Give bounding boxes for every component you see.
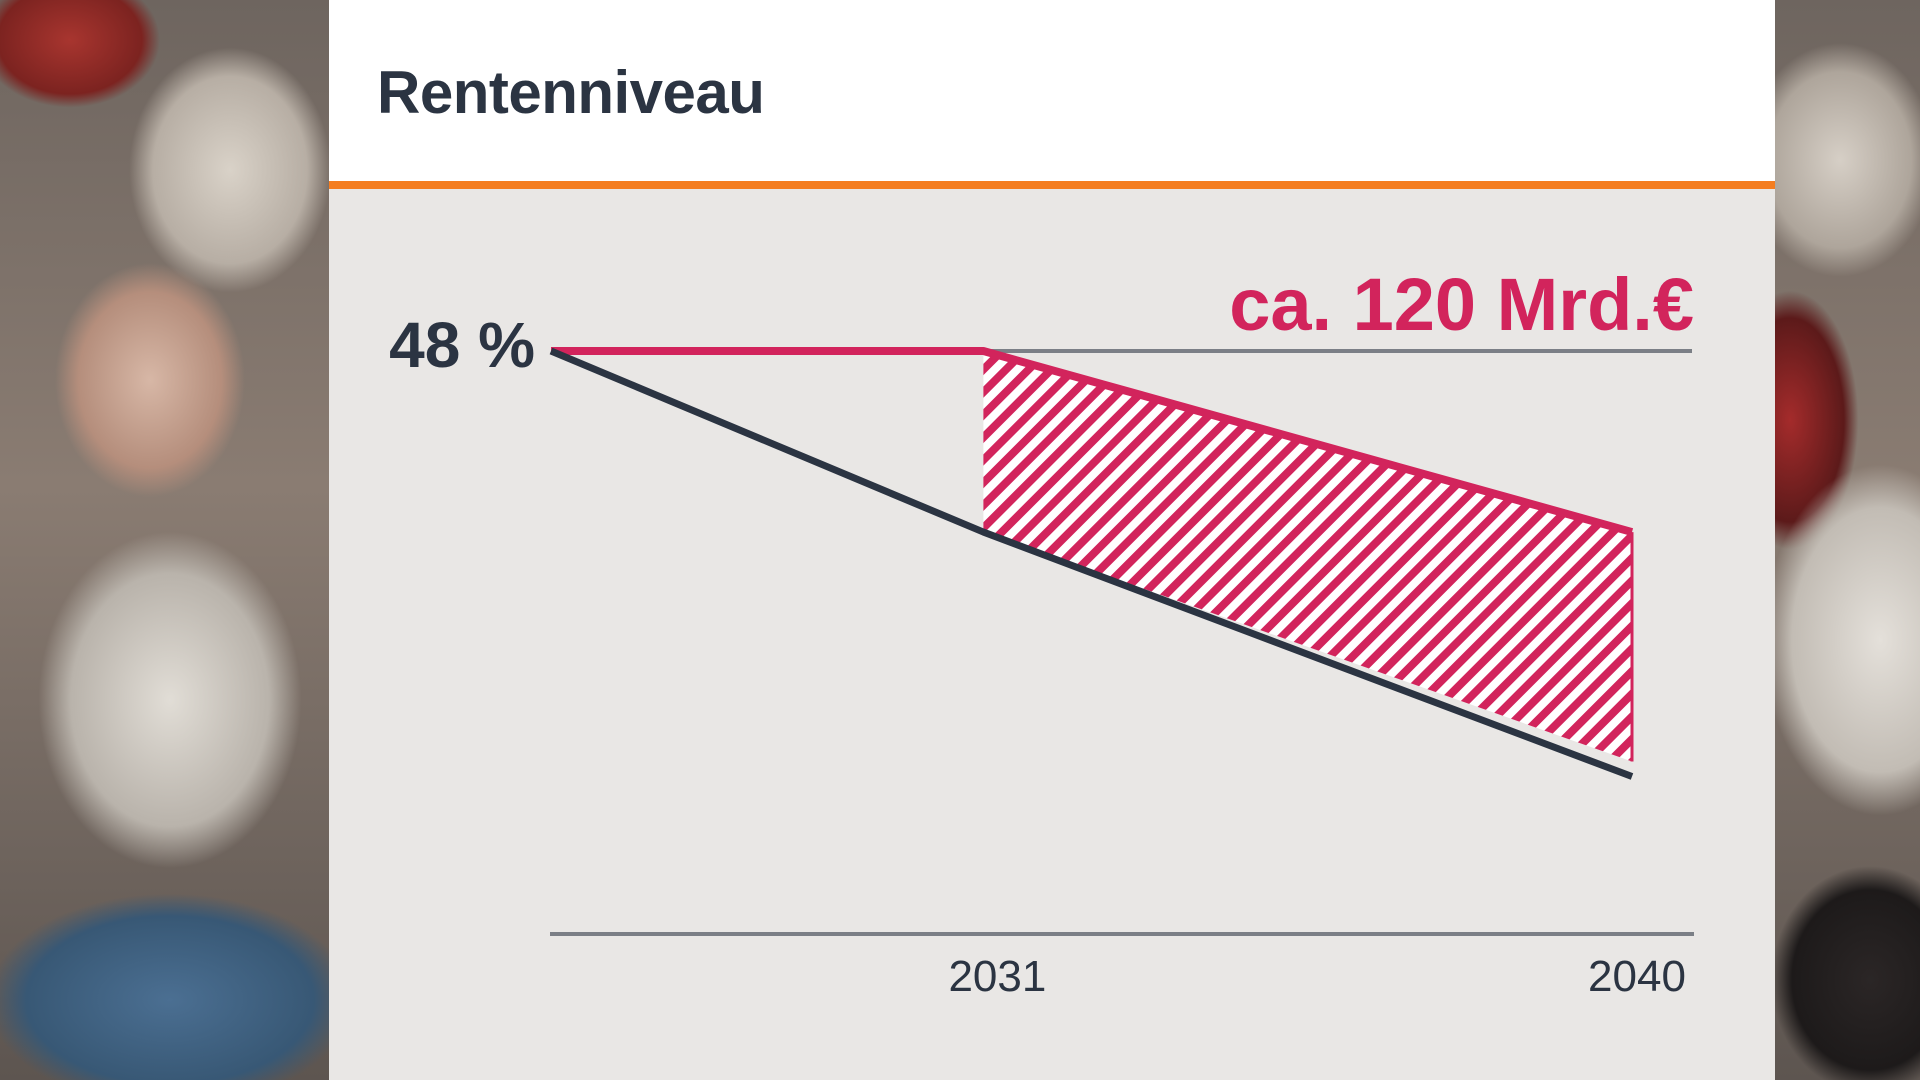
shaded-gap-area (983, 351, 1632, 762)
series-line-pink (551, 347, 1634, 536)
x-tick-label: 2040 (1588, 952, 1686, 1001)
gap-annotation: ca. 120 Mrd.€ (1229, 263, 1694, 346)
line-chart: 2031 2040 48 % ca. 120 Mrd.€ (389, 263, 1694, 1001)
chart-title: Rentenniveau (377, 59, 765, 126)
x-tick-label: 2031 (948, 952, 1046, 1001)
card-header: Rentenniveau (329, 0, 1775, 181)
start-value-label: 48 % (389, 309, 535, 381)
chart-card: Rentenniveau 2031 2040 48 % ca. 120 Mrd.€ (329, 0, 1775, 1080)
header-divider (329, 181, 1775, 189)
series-line-navy (549, 347, 1634, 780)
